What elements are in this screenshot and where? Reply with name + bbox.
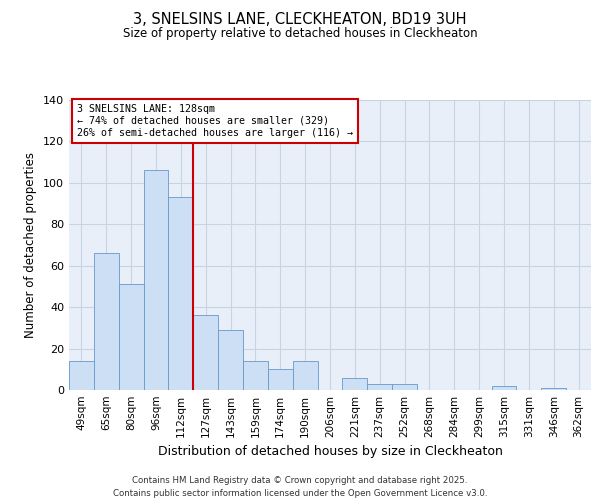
Bar — [293, 361, 317, 390]
Text: 3 SNELSINS LANE: 128sqm
← 74% of detached houses are smaller (329)
26% of semi-d: 3 SNELSINS LANE: 128sqm ← 74% of detache… — [77, 104, 353, 138]
Bar — [392, 384, 417, 390]
Bar — [169, 198, 193, 390]
Text: 3, SNELSINS LANE, CLECKHEATON, BD19 3UH: 3, SNELSINS LANE, CLECKHEATON, BD19 3UH — [133, 12, 467, 28]
Bar — [491, 386, 517, 390]
Bar — [268, 370, 293, 390]
Bar — [541, 388, 566, 390]
Bar — [343, 378, 367, 390]
Bar — [94, 254, 119, 390]
Bar — [218, 330, 243, 390]
Bar — [143, 170, 169, 390]
Bar — [119, 284, 143, 390]
Text: Size of property relative to detached houses in Cleckheaton: Size of property relative to detached ho… — [122, 28, 478, 40]
Y-axis label: Number of detached properties: Number of detached properties — [25, 152, 37, 338]
Bar — [367, 384, 392, 390]
X-axis label: Distribution of detached houses by size in Cleckheaton: Distribution of detached houses by size … — [158, 446, 502, 458]
Bar — [193, 316, 218, 390]
Bar — [69, 361, 94, 390]
Bar — [243, 361, 268, 390]
Text: Contains HM Land Registry data © Crown copyright and database right 2025.
Contai: Contains HM Land Registry data © Crown c… — [113, 476, 487, 498]
